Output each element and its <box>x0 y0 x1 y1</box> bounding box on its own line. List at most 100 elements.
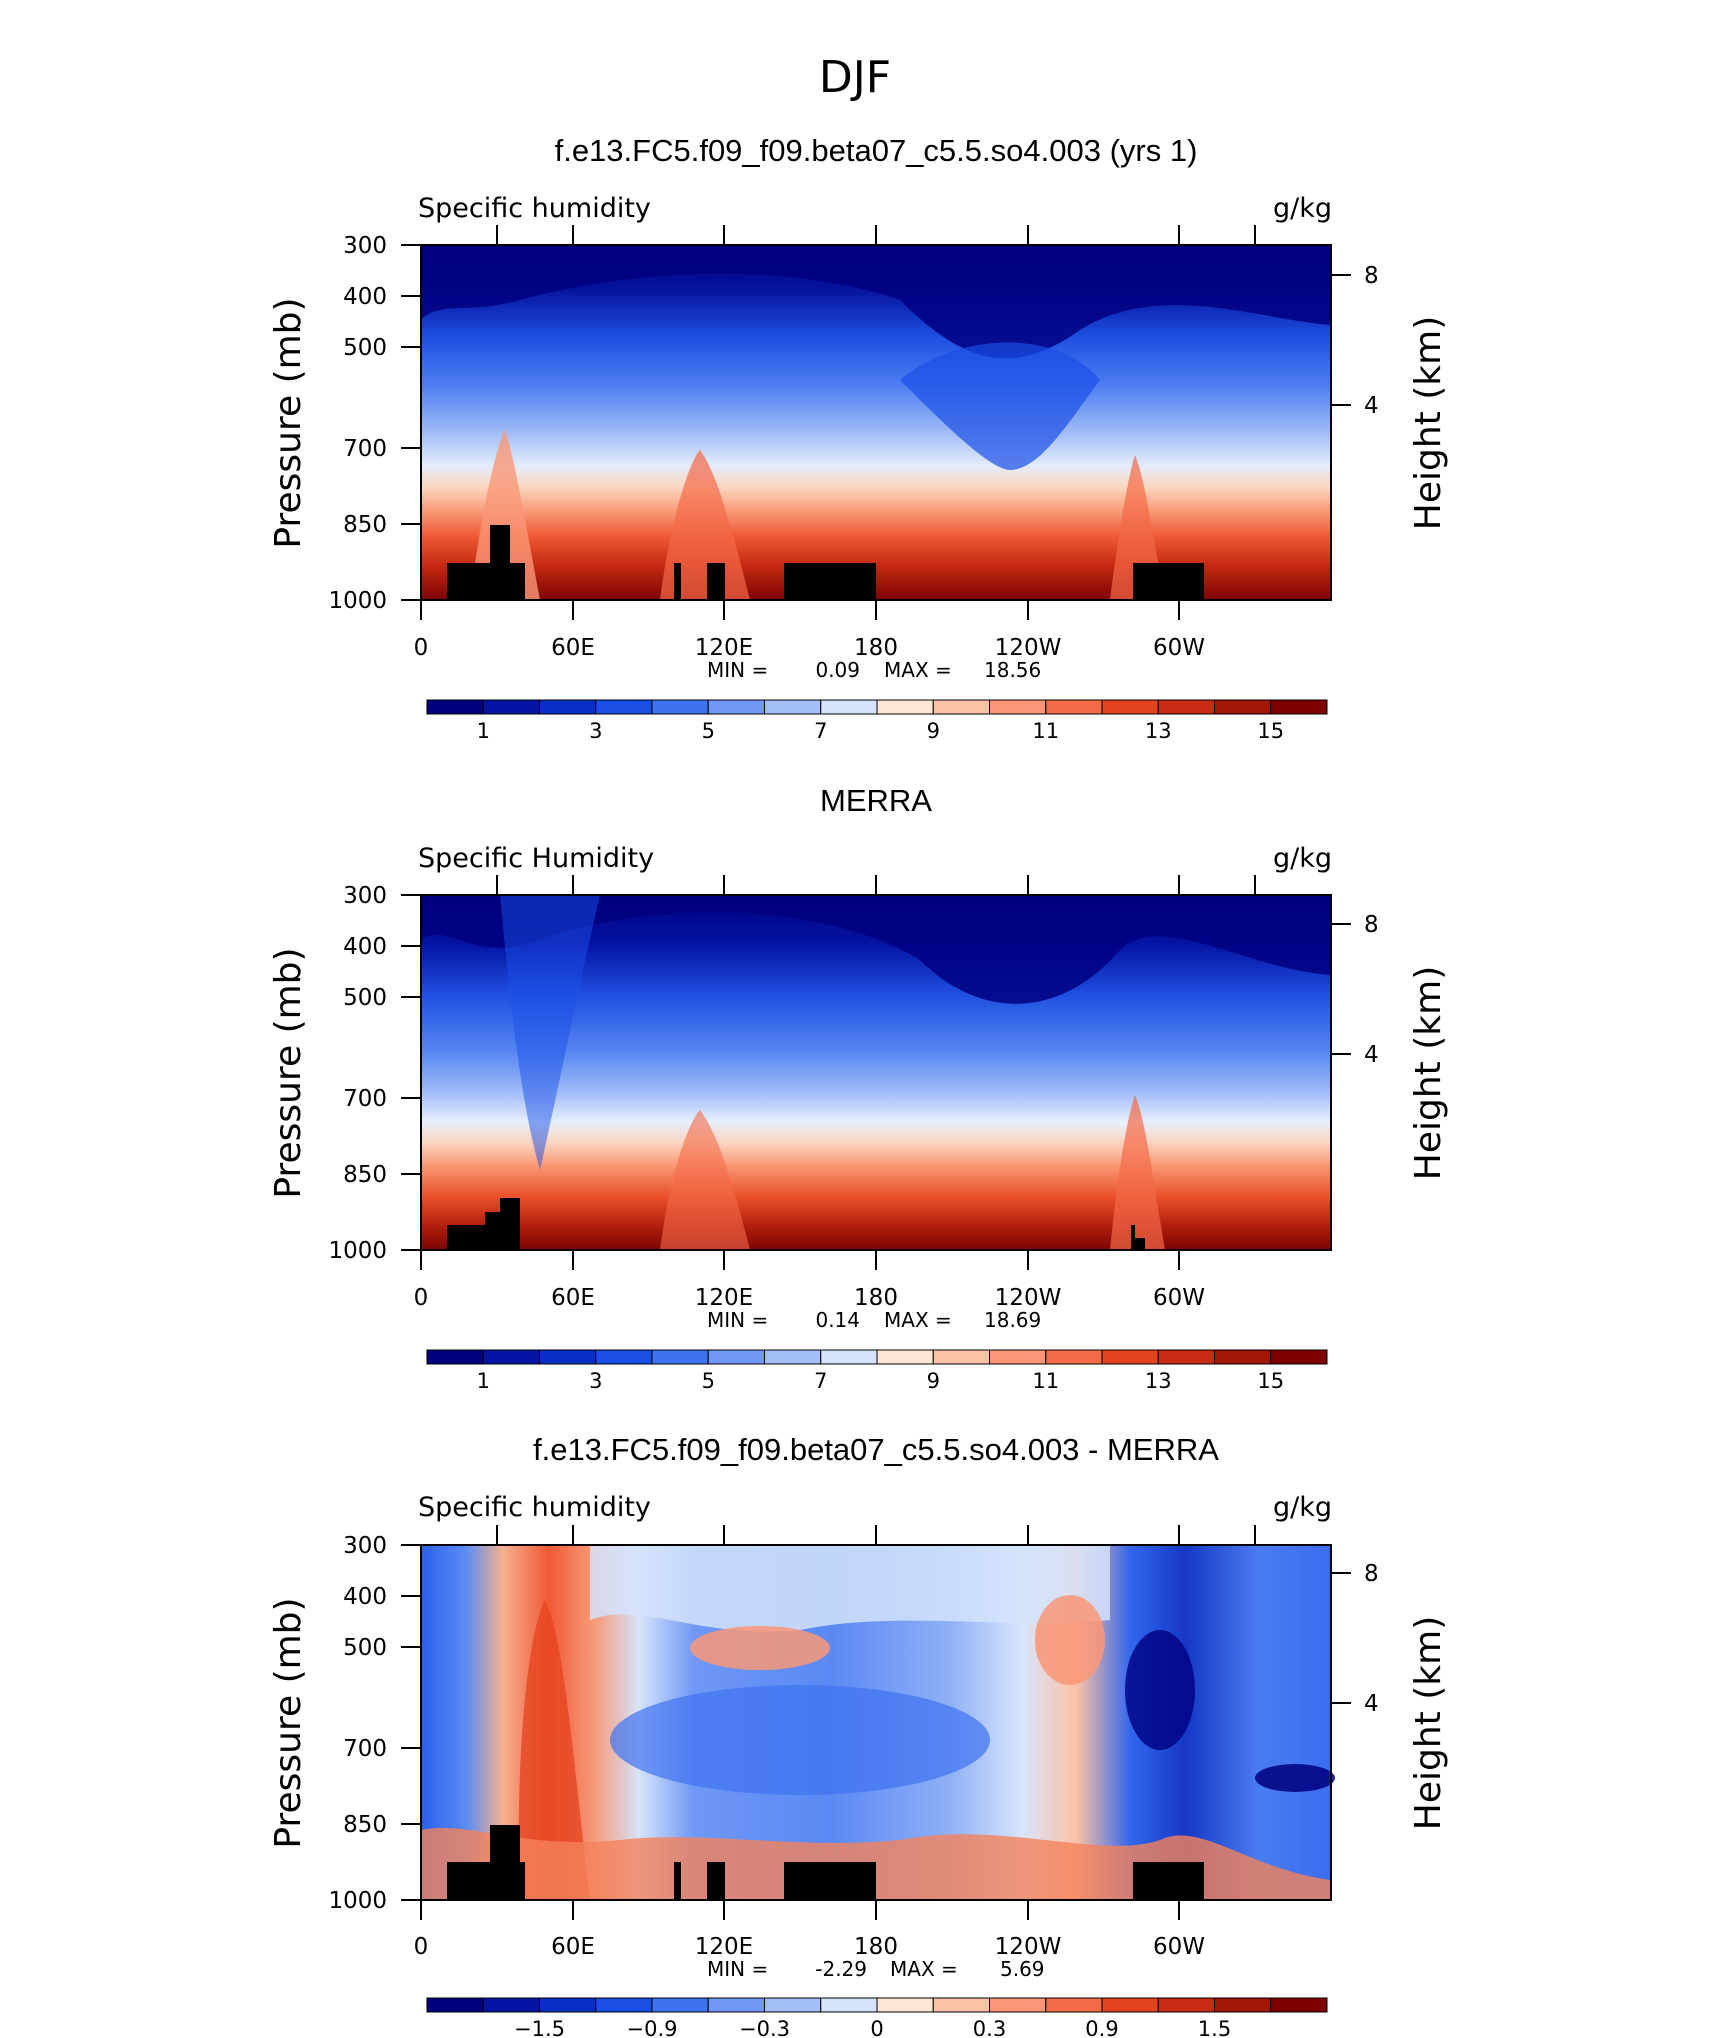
colorbar-swatch <box>820 1997 878 2013</box>
colorbar-swatch <box>1270 1997 1328 2013</box>
stats-line: MIN = 0.09 MAX = 18.56 <box>707 658 1041 682</box>
x-tick-label: 0 <box>414 1285 429 1311</box>
negative-anomaly <box>1125 1630 1195 1750</box>
units-label: g/kg <box>1273 843 1332 874</box>
topography-mask <box>1135 1238 1145 1250</box>
max-value: 5.69 <box>1000 1957 1045 1981</box>
colorbar-swatch <box>426 1349 484 1365</box>
colorbar-label: 11 <box>1032 719 1059 743</box>
weak-anomaly-upper <box>590 1545 1110 1632</box>
colorbar-swatch <box>1214 1349 1272 1365</box>
positive-anomaly <box>518 1600 590 1900</box>
topography-mask <box>674 563 681 600</box>
max-label: MAX = <box>884 1308 952 1332</box>
dry-trough-upper <box>421 895 1331 1004</box>
y-tick-label: 700 <box>343 436 387 462</box>
colorbar-swatch <box>764 1349 822 1365</box>
colorbar-label: 7 <box>814 719 827 743</box>
y-tick-label: 1000 <box>328 1888 387 1914</box>
colorbar-swatch <box>1101 699 1159 715</box>
negative-anomaly <box>1255 1764 1335 1792</box>
x-tick-label: 120W <box>995 635 1062 661</box>
min-value: 0.14 <box>815 1308 860 1332</box>
colorbar-label: −1.5 <box>514 2017 565 2038</box>
colorbar-swatch <box>932 699 990 715</box>
colorbar-swatch <box>1214 1997 1272 2013</box>
colorbar-label: 9 <box>927 719 940 743</box>
topography-mask <box>784 563 876 600</box>
topography-mask <box>707 1862 725 1900</box>
colorbar-swatch <box>1045 1997 1103 2013</box>
dry-trough-upper <box>421 245 1331 359</box>
colorbar-swatch <box>1157 1997 1215 2013</box>
colorbar-swatch <box>651 699 709 715</box>
y-axis-right: 8 4 Height (km) <box>1331 912 1449 1180</box>
x-tick-label: 120E <box>695 1285 753 1311</box>
x-tick-label: 180 <box>854 1934 898 1960</box>
colorbar: 1 3 5 7 9 11 13 15 <box>426 699 1328 743</box>
max-value: 18.56 <box>984 658 1041 682</box>
stats-line: MIN = 0.14 MAX = 18.69 <box>707 1308 1041 1332</box>
panel-1: f.e13.FC5.f09_f09.beta07_c5.5.so4.003 (y… <box>268 133 1449 743</box>
colorbar-swatch <box>482 1349 540 1365</box>
colorbar-swatch <box>876 699 934 715</box>
colorbar-swatch <box>707 1997 765 2013</box>
y-tick-label: 300 <box>343 233 387 259</box>
y2-tick-label: 8 <box>1364 1561 1379 1587</box>
colorbar-label: −0.9 <box>627 2017 678 2038</box>
colorbar-label: 1.5 <box>1198 2017 1231 2038</box>
x-tick-label: 0 <box>414 635 429 661</box>
colorbar-swatch <box>876 1997 934 2013</box>
x-tick-label: 120W <box>995 1285 1062 1311</box>
topography-mask <box>447 1825 525 1900</box>
x-tick-label: 60E <box>551 1285 595 1311</box>
max-label: MAX = <box>890 1957 958 1981</box>
colorbar-swatch <box>426 699 484 715</box>
colorbar-label: 0.9 <box>1085 2017 1118 2038</box>
min-label: MIN = <box>707 1957 768 1981</box>
max-value: 18.69 <box>984 1308 1041 1332</box>
colorbar-label: 15 <box>1257 719 1284 743</box>
moist-plume-maritime <box>660 450 750 600</box>
topography-mask <box>447 525 525 600</box>
y-tick-label: 700 <box>343 1086 387 1112</box>
colorbar-swatch <box>539 1997 597 2013</box>
y-tick-label: 850 <box>343 1162 387 1188</box>
colorbar-swatch <box>764 699 822 715</box>
y-tick-label: 850 <box>343 1812 387 1838</box>
y-axis-left: 300 400 500 700 850 1000 Pressure (mb) <box>268 1533 421 1914</box>
y2-tick-label: 4 <box>1364 1042 1379 1068</box>
y-tick-label: 500 <box>343 1635 387 1661</box>
min-value: 0.09 <box>815 658 860 682</box>
colorbar-label: −0.3 <box>739 2017 790 2038</box>
plot-area <box>420 1544 1335 1901</box>
x-axis: 0 60E 120E 180 120W 60W <box>414 875 1256 1311</box>
variable-label: Specific Humidity <box>418 843 654 874</box>
positive-anomaly <box>1035 1595 1105 1685</box>
colorbar-swatch <box>820 699 878 715</box>
x-tick-label: 120E <box>695 1934 753 1960</box>
x-tick-label: 120W <box>995 1934 1062 1960</box>
colorbar: −1.5 −0.9 −0.3 0 0.3 0.9 1.5 <box>426 1997 1328 2038</box>
y2-axis-label: Height (km) <box>1408 966 1449 1180</box>
y-tick-label: 500 <box>343 335 387 361</box>
y2-axis-label: Height (km) <box>1408 316 1449 530</box>
colorbar-swatch <box>426 1997 484 2013</box>
moist-plume-maritime <box>660 1110 750 1250</box>
y2-axis-label: Height (km) <box>1408 1616 1449 1830</box>
y-tick-label: 1000 <box>328 1238 387 1264</box>
colorbar-swatch <box>989 1997 1047 2013</box>
colorbar-swatch <box>1101 1997 1159 2013</box>
colorbar-swatch <box>595 699 653 715</box>
colorbar-swatch <box>1270 1349 1328 1365</box>
variable-label: Specific humidity <box>418 193 651 224</box>
panel-title: f.e13.FC5.f09_f09.beta07_c5.5.so4.003 - … <box>533 1432 1219 1467</box>
colorbar: 1 3 5 7 9 11 13 15 <box>426 1349 1328 1393</box>
colorbar-swatch <box>1101 1349 1159 1365</box>
y-tick-label: 300 <box>343 883 387 909</box>
colorbar-label: 1 <box>477 1369 490 1393</box>
colorbar-swatch <box>539 699 597 715</box>
colorbar-swatch <box>876 1349 934 1365</box>
colorbar-label: 3 <box>589 719 602 743</box>
